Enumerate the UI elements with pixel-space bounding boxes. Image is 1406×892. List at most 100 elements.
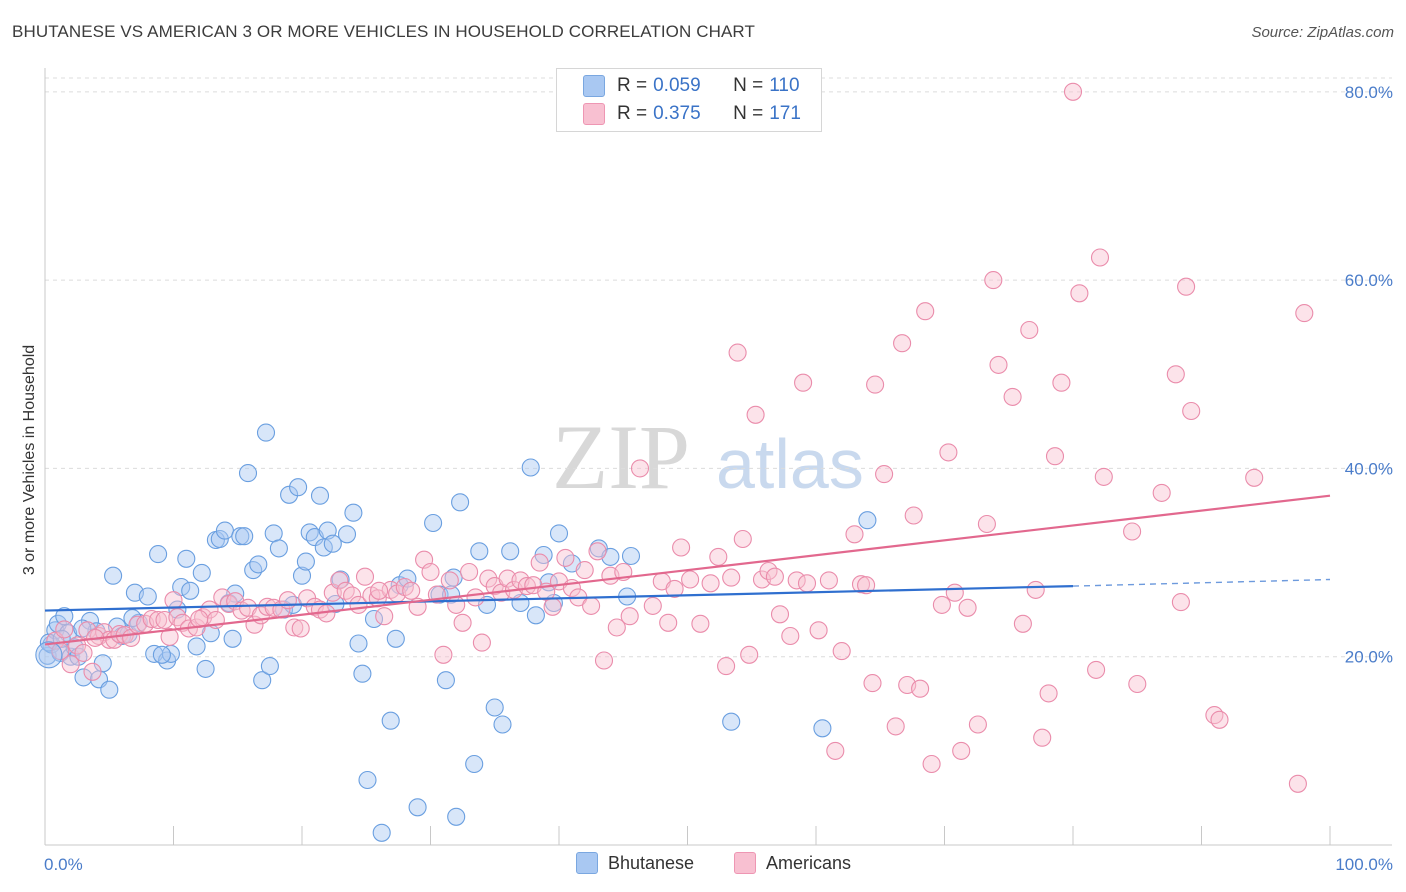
y-tick-label: 80.0% — [1345, 83, 1393, 102]
data-point — [709, 547, 728, 566]
data-point — [149, 610, 168, 630]
data-point — [314, 538, 333, 557]
data-point — [517, 577, 536, 596]
tick-label-layer: 20.0% 40.0% 60.0% 80.0% 0.0% 100.0% — [44, 83, 1393, 874]
data-point — [381, 711, 400, 730]
data-point — [331, 570, 350, 589]
data-point — [1245, 468, 1264, 487]
legend-row-bhutanese: R = 0.059 N = 110 — [583, 74, 800, 98]
data-point — [952, 741, 971, 760]
data-point — [323, 534, 342, 553]
data-point — [1039, 684, 1058, 703]
data-point — [256, 423, 276, 442]
data-point — [1128, 674, 1147, 694]
data-point — [916, 302, 935, 321]
data-point — [289, 478, 308, 497]
legend-r-label: R = — [617, 103, 648, 124]
points-layer — [35, 82, 1314, 842]
data-point — [364, 609, 384, 629]
americans-points — [46, 82, 1314, 793]
data-point — [337, 525, 357, 544]
data-point — [35, 641, 63, 669]
data-point — [819, 571, 838, 590]
legend-r-value: 0.059 — [653, 75, 701, 96]
data-point — [210, 529, 229, 549]
data-point — [1052, 373, 1071, 392]
data-point — [465, 754, 484, 774]
watermark-atlas: atlas — [716, 425, 864, 503]
data-point — [701, 574, 720, 593]
data-point — [526, 606, 545, 625]
data-point — [717, 657, 736, 676]
data-point — [733, 529, 752, 549]
data-point — [168, 608, 187, 627]
data-point — [181, 581, 200, 600]
legend-item-americans[interactable]: Americans — [734, 852, 851, 874]
data-point — [672, 538, 691, 557]
trend-line-bhutanese-extension — [1072, 578, 1331, 587]
data-point — [813, 719, 832, 738]
data-point — [643, 596, 662, 615]
data-point — [238, 464, 258, 483]
data-point — [87, 622, 106, 641]
data-point — [1152, 483, 1171, 502]
data-point — [55, 620, 74, 639]
data-point — [215, 521, 234, 540]
data-point — [74, 643, 93, 662]
data-point — [1070, 284, 1089, 303]
data-point — [794, 373, 813, 392]
data-point — [722, 568, 741, 587]
legend-item-bhutanese[interactable]: Bhutanese — [576, 852, 694, 874]
legend-swatch-americans — [583, 103, 605, 125]
series-legend: Bhutanese Americans — [0, 850, 1406, 878]
data-point — [886, 717, 905, 736]
data-point — [269, 539, 288, 558]
data-point — [521, 458, 540, 477]
data-point — [453, 613, 472, 632]
data-point — [1090, 248, 1110, 267]
data-point — [659, 613, 678, 632]
data-point — [809, 621, 828, 640]
data-point — [922, 754, 941, 774]
data-point — [249, 555, 268, 574]
data-point — [945, 583, 964, 602]
data-point — [904, 506, 923, 525]
x-tick-label: 100.0% — [1335, 855, 1393, 874]
data-point — [447, 595, 466, 614]
data-point — [1033, 728, 1052, 747]
legend-swatch-bhutanese — [583, 75, 605, 97]
data-point — [386, 629, 405, 648]
data-point — [939, 443, 958, 462]
data-point — [594, 651, 614, 670]
y-tick-label: 20.0% — [1345, 648, 1393, 667]
data-point — [665, 579, 684, 598]
data-point — [1063, 82, 1083, 101]
data-point — [875, 465, 894, 484]
data-point — [231, 527, 250, 546]
data-point — [200, 600, 219, 619]
data-point — [765, 567, 784, 586]
data-point — [781, 626, 800, 646]
data-point — [1045, 447, 1065, 466]
trend-line-bhutanese — [44, 584, 1074, 612]
data-point — [1171, 593, 1190, 612]
data-point — [1123, 522, 1142, 541]
legend-row-americans: R = 0.375 N = 171 — [583, 102, 801, 126]
data-point — [1295, 304, 1314, 323]
data-point — [408, 798, 427, 817]
data-point — [244, 561, 263, 580]
legend-r-value: 0.375 — [653, 103, 701, 124]
data-point — [740, 645, 759, 664]
data-point — [260, 657, 279, 676]
data-point — [104, 566, 123, 585]
data-point — [264, 524, 283, 543]
legend-label-bhutanese: Bhutanese — [608, 852, 695, 873]
data-point — [485, 698, 504, 717]
data-point — [223, 629, 242, 648]
legend-n-label: N = — [733, 103, 764, 124]
data-point — [893, 334, 912, 353]
data-point — [932, 595, 951, 614]
data-point — [192, 563, 211, 582]
data-point — [305, 597, 324, 616]
y-tick-label: 60.0% — [1345, 271, 1393, 290]
